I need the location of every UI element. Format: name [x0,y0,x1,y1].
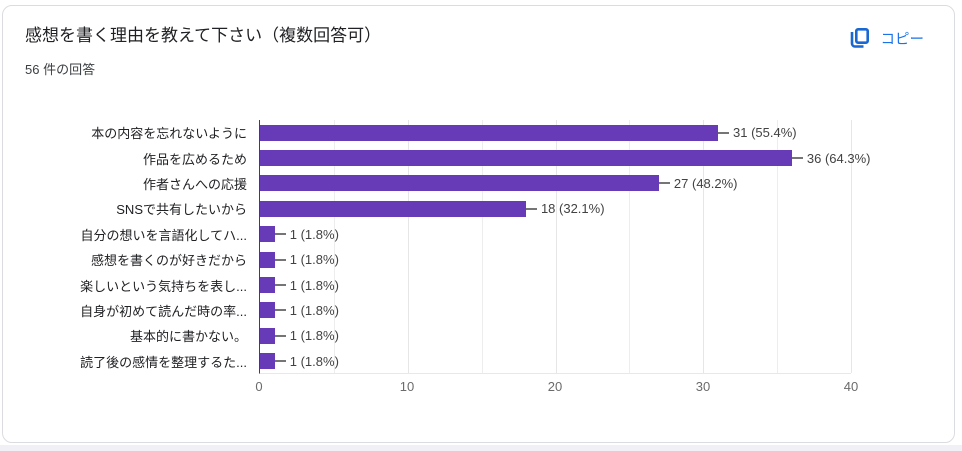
gridline [703,120,705,373]
plot-area: 31 (55.4%) 36 (64.3%) 27 (48.2%) 18 (32.1%)… [259,120,870,374]
gridline [481,120,483,373]
bar-row: 36 (64.3%) [260,145,870,170]
bar[interactable] [260,353,275,370]
value-connector-line [274,360,286,363]
value-connector-line [274,309,286,312]
value-label: 18 (32.1%) [540,201,605,217]
bar-row: 1 (1.8%) [260,349,851,374]
value-connector-line [658,182,670,185]
gridline [851,120,852,373]
bar-row: 1 (1.8%) [260,272,851,297]
response-card: 感想を書く理由を教えて下さい（複数回答可） 56 件の回答 コピー 本の内容を忘… [2,5,955,443]
gridline [629,120,631,373]
bar-row: 1 (1.8%) [260,323,851,348]
copy-button[interactable]: コピー [847,26,925,50]
bar[interactable] [260,327,275,344]
x-axis-tick-label: 40 [843,379,859,394]
category-label: 自身が初めて読んだ時の率... [80,303,247,319]
value-label: 1 (1.8%) [289,277,339,293]
value-connector-line [274,334,286,337]
x-axis-tick-label: 0 [255,379,263,394]
value-label: 36 (64.3%) [806,150,871,166]
value-connector-line [791,157,803,160]
value-connector-line [274,284,286,287]
value-label: 31 (55.4%) [733,125,797,141]
response-count: 56 件の回答 [25,62,96,77]
category-labels: 本の内容を忘れないように作品を広めるため 作者さんへの応援 SNSで共有したいから自… [9,120,253,374]
category-label: 本の内容を忘れないように [91,126,247,142]
bar[interactable] [260,226,275,243]
x-axis-tick-label: 30 [695,379,711,394]
value-label: 1 (1.8%) [289,353,339,369]
value-connector-line [274,258,286,261]
category-label: 楽しいという気持ちを表し... [80,278,247,294]
category-label: 基本的に書かない。 [129,329,247,345]
gridline [407,120,409,373]
gridline [333,120,335,373]
bar[interactable] [260,124,719,141]
x-axis: 0 10 20 30 40 [255,379,858,397]
value-label: 1 (1.8%) [289,302,339,318]
category-label: 感想を書くのが好きだから [90,253,247,269]
value-label: 1 (1.8%) [289,328,339,344]
x-axis-tick-label: 10 [399,379,415,394]
bar[interactable] [260,200,526,217]
value-connector-line [525,207,537,210]
value-label: 27 (48.2%) [673,175,738,191]
category-label: 読了後の感情を整理するた... [80,354,247,370]
value-label: 1 (1.8%) [289,252,339,268]
x-axis-tick-label: 20 [547,379,563,394]
category-label: SNSで共有したいから [116,202,247,218]
bar-row: 31 (55.4%) [260,120,851,145]
bar-row: 18 (32.1%) [260,196,851,221]
bar-row: 1 (1.8%) [260,298,851,323]
bar[interactable] [260,277,275,294]
bar[interactable] [260,150,792,167]
gridline [555,120,557,373]
value-connector-line [274,233,286,236]
bar[interactable] [260,251,275,268]
value-label: 1 (1.8%) [289,226,339,242]
copy-button-label: コピー [880,31,925,48]
bar-row: 1 (1.8%) [260,247,851,272]
value-connector-line [718,131,730,134]
bar[interactable] [260,175,659,192]
bar[interactable] [260,302,275,319]
bar-row: 27 (48.2%) [260,171,851,196]
gridline [777,120,779,373]
category-label: 自分の想いを言語化してハ... [80,227,247,243]
category-label: 作品を広めるため [142,151,247,167]
copy-icon [847,26,870,50]
question-title: 感想を書く理由を教えて下さい（複数回答可） [25,26,382,45]
bar-row: 1 (1.8%) [260,222,851,247]
page-background-strip [0,445,962,451]
category-label: 作者さんへの応援 [142,176,247,192]
